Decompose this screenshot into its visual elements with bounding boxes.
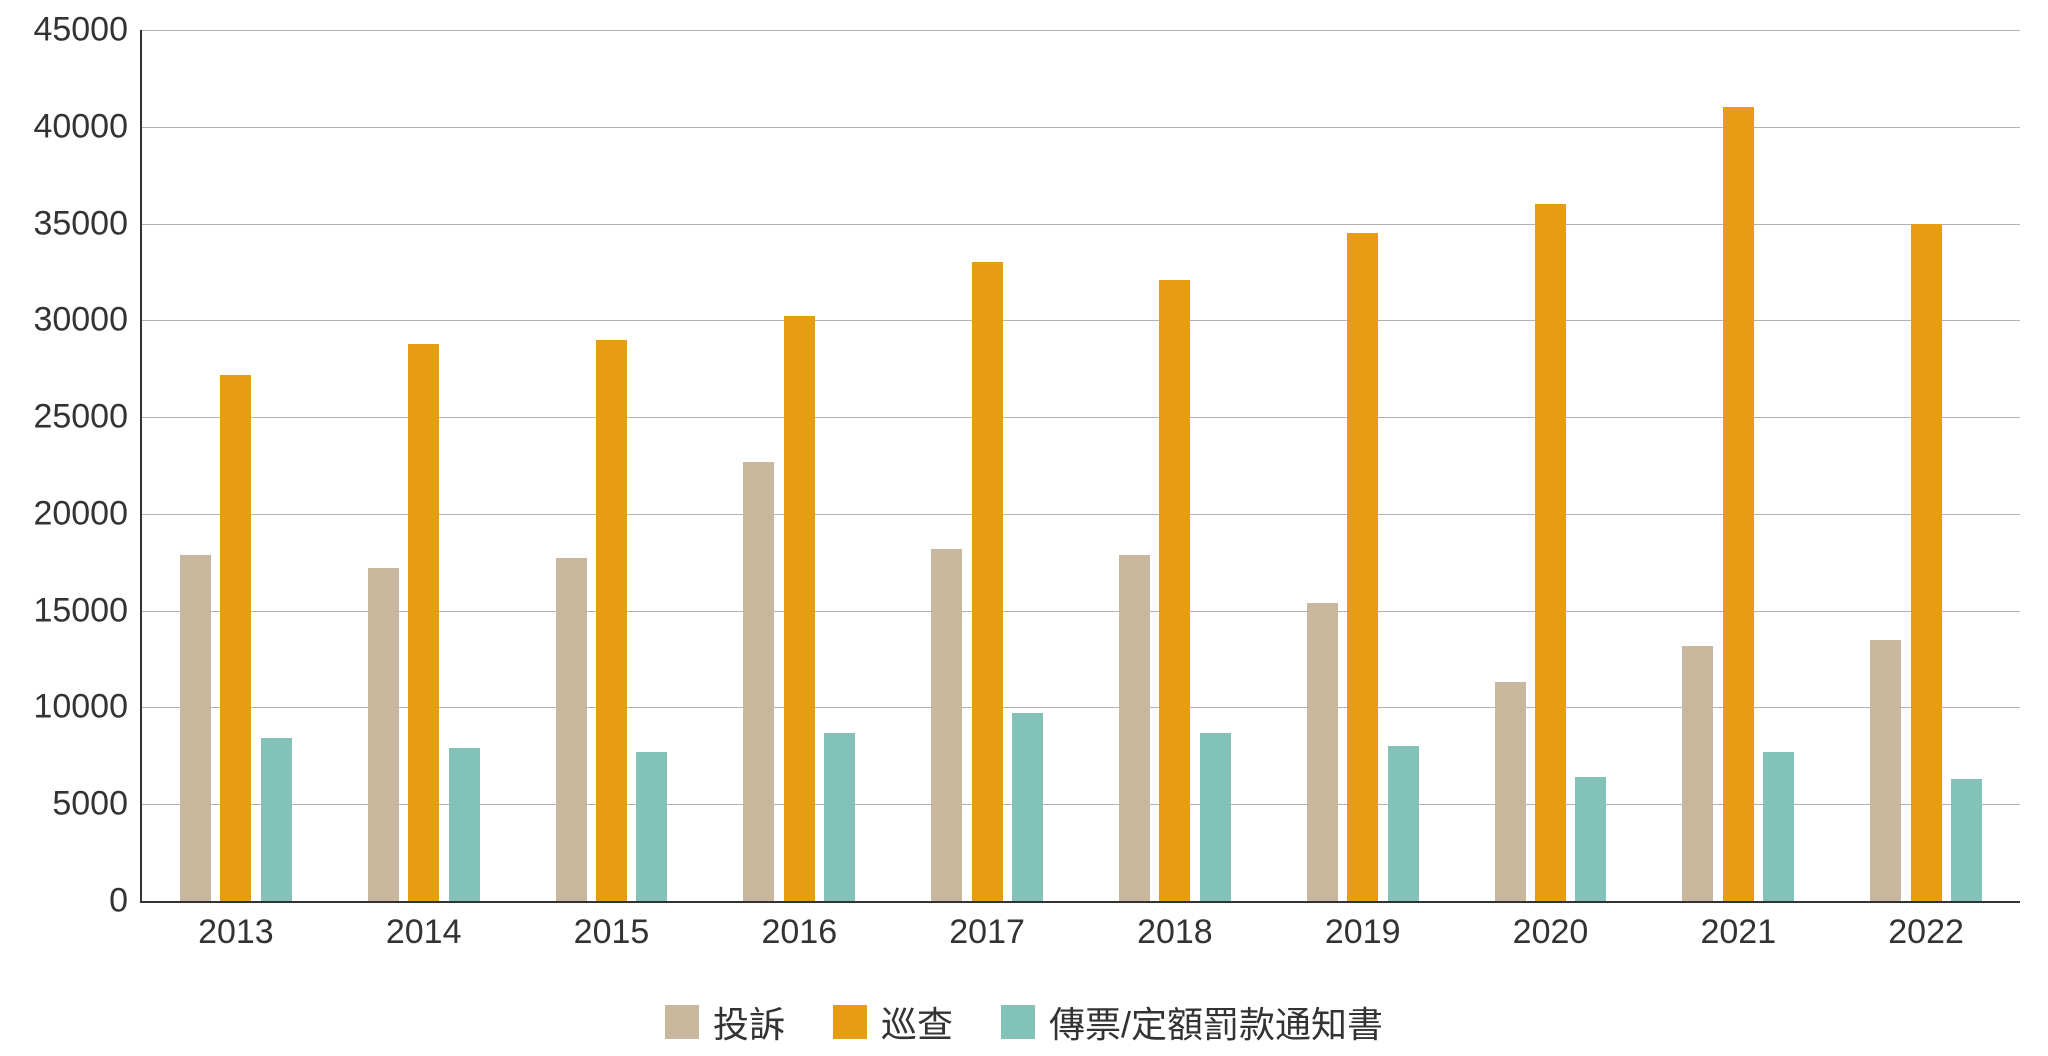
- y-tick-label: 10000: [33, 688, 142, 727]
- bar: [1870, 640, 1901, 901]
- x-tick-label: 2019: [1325, 901, 1401, 952]
- legend: 投訴 巡查 傳票/定額罰款通知書: [665, 996, 1383, 1048]
- x-tick-label: 2013: [198, 901, 274, 952]
- x-tick-label: 2015: [574, 901, 650, 952]
- bar: [368, 568, 399, 901]
- x-tick-label: 2017: [949, 901, 1025, 952]
- legend-swatch: [1001, 1005, 1035, 1039]
- x-tick-label: 2022: [1888, 901, 1964, 952]
- bar: [180, 555, 211, 901]
- bar: [972, 262, 1003, 901]
- bar: [261, 738, 292, 901]
- y-tick-label: 5000: [52, 785, 142, 824]
- bar: [1535, 204, 1566, 901]
- y-tick-label: 40000: [33, 107, 142, 146]
- bar: [556, 558, 587, 901]
- y-tick-label: 15000: [33, 591, 142, 630]
- bar: [1012, 713, 1043, 901]
- bar: [1307, 603, 1338, 901]
- legend-swatch: [833, 1005, 867, 1039]
- bar: [220, 375, 251, 901]
- legend-item: 投訴: [665, 996, 785, 1048]
- y-tick-label: 25000: [33, 398, 142, 437]
- legend-item: 傳票/定額罰款通知書: [1001, 996, 1383, 1048]
- x-tick-label: 2020: [1513, 901, 1589, 952]
- legend-item: 巡查: [833, 996, 953, 1048]
- bar: [408, 344, 439, 901]
- bar: [1119, 555, 1150, 901]
- y-tick-label: 0: [109, 882, 142, 921]
- bar: [1723, 107, 1754, 901]
- bar: [1575, 777, 1606, 901]
- bar: [743, 462, 774, 901]
- bar: [1682, 646, 1713, 901]
- y-tick-label: 45000: [33, 11, 142, 50]
- bar: [1495, 682, 1526, 901]
- legend-label: 投訴: [713, 996, 785, 1048]
- bar: [931, 549, 962, 901]
- bar: [596, 340, 627, 901]
- plot-area: 0500010000150002000025000300003500040000…: [140, 30, 2020, 903]
- bar: [636, 752, 667, 901]
- x-tick-label: 2021: [1700, 901, 1776, 952]
- y-tick-label: 20000: [33, 494, 142, 533]
- gridline: [142, 30, 2020, 31]
- bar: [1159, 280, 1190, 901]
- bar: [1911, 224, 1942, 901]
- bar: [1763, 752, 1794, 901]
- bar: [1951, 779, 1982, 901]
- bar: [1347, 233, 1378, 901]
- bar: [1200, 733, 1231, 901]
- bar: [824, 733, 855, 901]
- bar: [449, 748, 480, 901]
- chart-container: 0 5000 10000 15000 20000 25000 30000 35000 40000…: [0, 0, 2048, 1056]
- legend-swatch: [665, 1005, 699, 1039]
- x-tick-label: 2014: [386, 901, 462, 952]
- x-tick-label: 2016: [761, 901, 837, 952]
- legend-label: 傳票/定額罰款通知書: [1049, 996, 1383, 1048]
- bar: [1388, 746, 1419, 901]
- bar: [784, 316, 815, 901]
- legend-label: 巡查: [881, 996, 953, 1048]
- y-tick-label: 35000: [33, 204, 142, 243]
- y-tick-label: 30000: [33, 301, 142, 340]
- x-tick-label: 2018: [1137, 901, 1213, 952]
